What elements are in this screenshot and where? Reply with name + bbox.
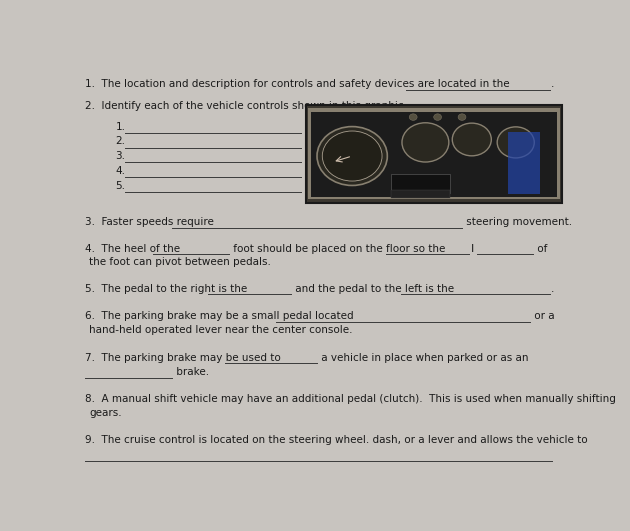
Text: hand-held operated lever near the center console.: hand-held operated lever near the center… <box>89 326 353 336</box>
Circle shape <box>317 126 387 185</box>
Text: steering movement.: steering movement. <box>464 217 573 227</box>
Circle shape <box>458 114 466 121</box>
Text: 8.  A manual shift vehicle may have an additional pedal (clutch).  This is used : 8. A manual shift vehicle may have an ad… <box>84 394 616 404</box>
Text: 4.  The heel of the: 4. The heel of the <box>84 244 180 254</box>
Text: foot should be placed on the floor so the: foot should be placed on the floor so th… <box>230 244 445 254</box>
Text: gears.: gears. <box>89 408 122 418</box>
Bar <box>307 108 560 200</box>
Text: 2.  Identify each of the vehicle controls shown in this graphic.: 2. Identify each of the vehicle controls… <box>84 100 406 110</box>
Bar <box>391 174 450 193</box>
Text: .: . <box>551 79 554 89</box>
Text: 1.  The location and description for controls and safety devices are located in : 1. The location and description for cont… <box>84 79 509 89</box>
Text: I: I <box>471 244 474 254</box>
Circle shape <box>323 131 382 181</box>
Bar <box>306 106 562 203</box>
Text: or a: or a <box>531 311 555 321</box>
Text: 1.: 1. <box>115 122 125 132</box>
Circle shape <box>402 123 449 162</box>
Circle shape <box>452 123 491 156</box>
Text: 2.: 2. <box>115 136 125 147</box>
Text: 7.  The parking brake may be used to: 7. The parking brake may be used to <box>84 353 280 363</box>
Text: 3.  Faster speeds require: 3. Faster speeds require <box>84 217 214 227</box>
Text: 6.  The parking brake may be a small pedal located: 6. The parking brake may be a small peda… <box>84 311 353 321</box>
Text: 5.  The pedal to the right is the: 5. The pedal to the right is the <box>84 284 247 294</box>
Text: 5.: 5. <box>115 181 125 191</box>
Circle shape <box>410 114 417 121</box>
Bar <box>508 132 540 194</box>
Text: .: . <box>551 284 554 294</box>
Text: 4.: 4. <box>115 166 125 176</box>
Text: the foot can pivot between pedals.: the foot can pivot between pedals. <box>89 257 272 267</box>
Bar <box>391 191 450 198</box>
Text: 3.: 3. <box>115 151 125 161</box>
Text: of: of <box>534 244 547 254</box>
Circle shape <box>497 127 534 158</box>
Text: 9.  The cruise control is located on the steering wheel. dash, or a lever and al: 9. The cruise control is located on the … <box>84 434 587 444</box>
Text: a vehicle in place when parked or as an: a vehicle in place when parked or as an <box>318 353 529 363</box>
Text: brake.: brake. <box>173 367 209 377</box>
Bar <box>311 112 558 196</box>
Circle shape <box>433 114 442 121</box>
Text: and the pedal to the left is the: and the pedal to the left is the <box>292 284 454 294</box>
